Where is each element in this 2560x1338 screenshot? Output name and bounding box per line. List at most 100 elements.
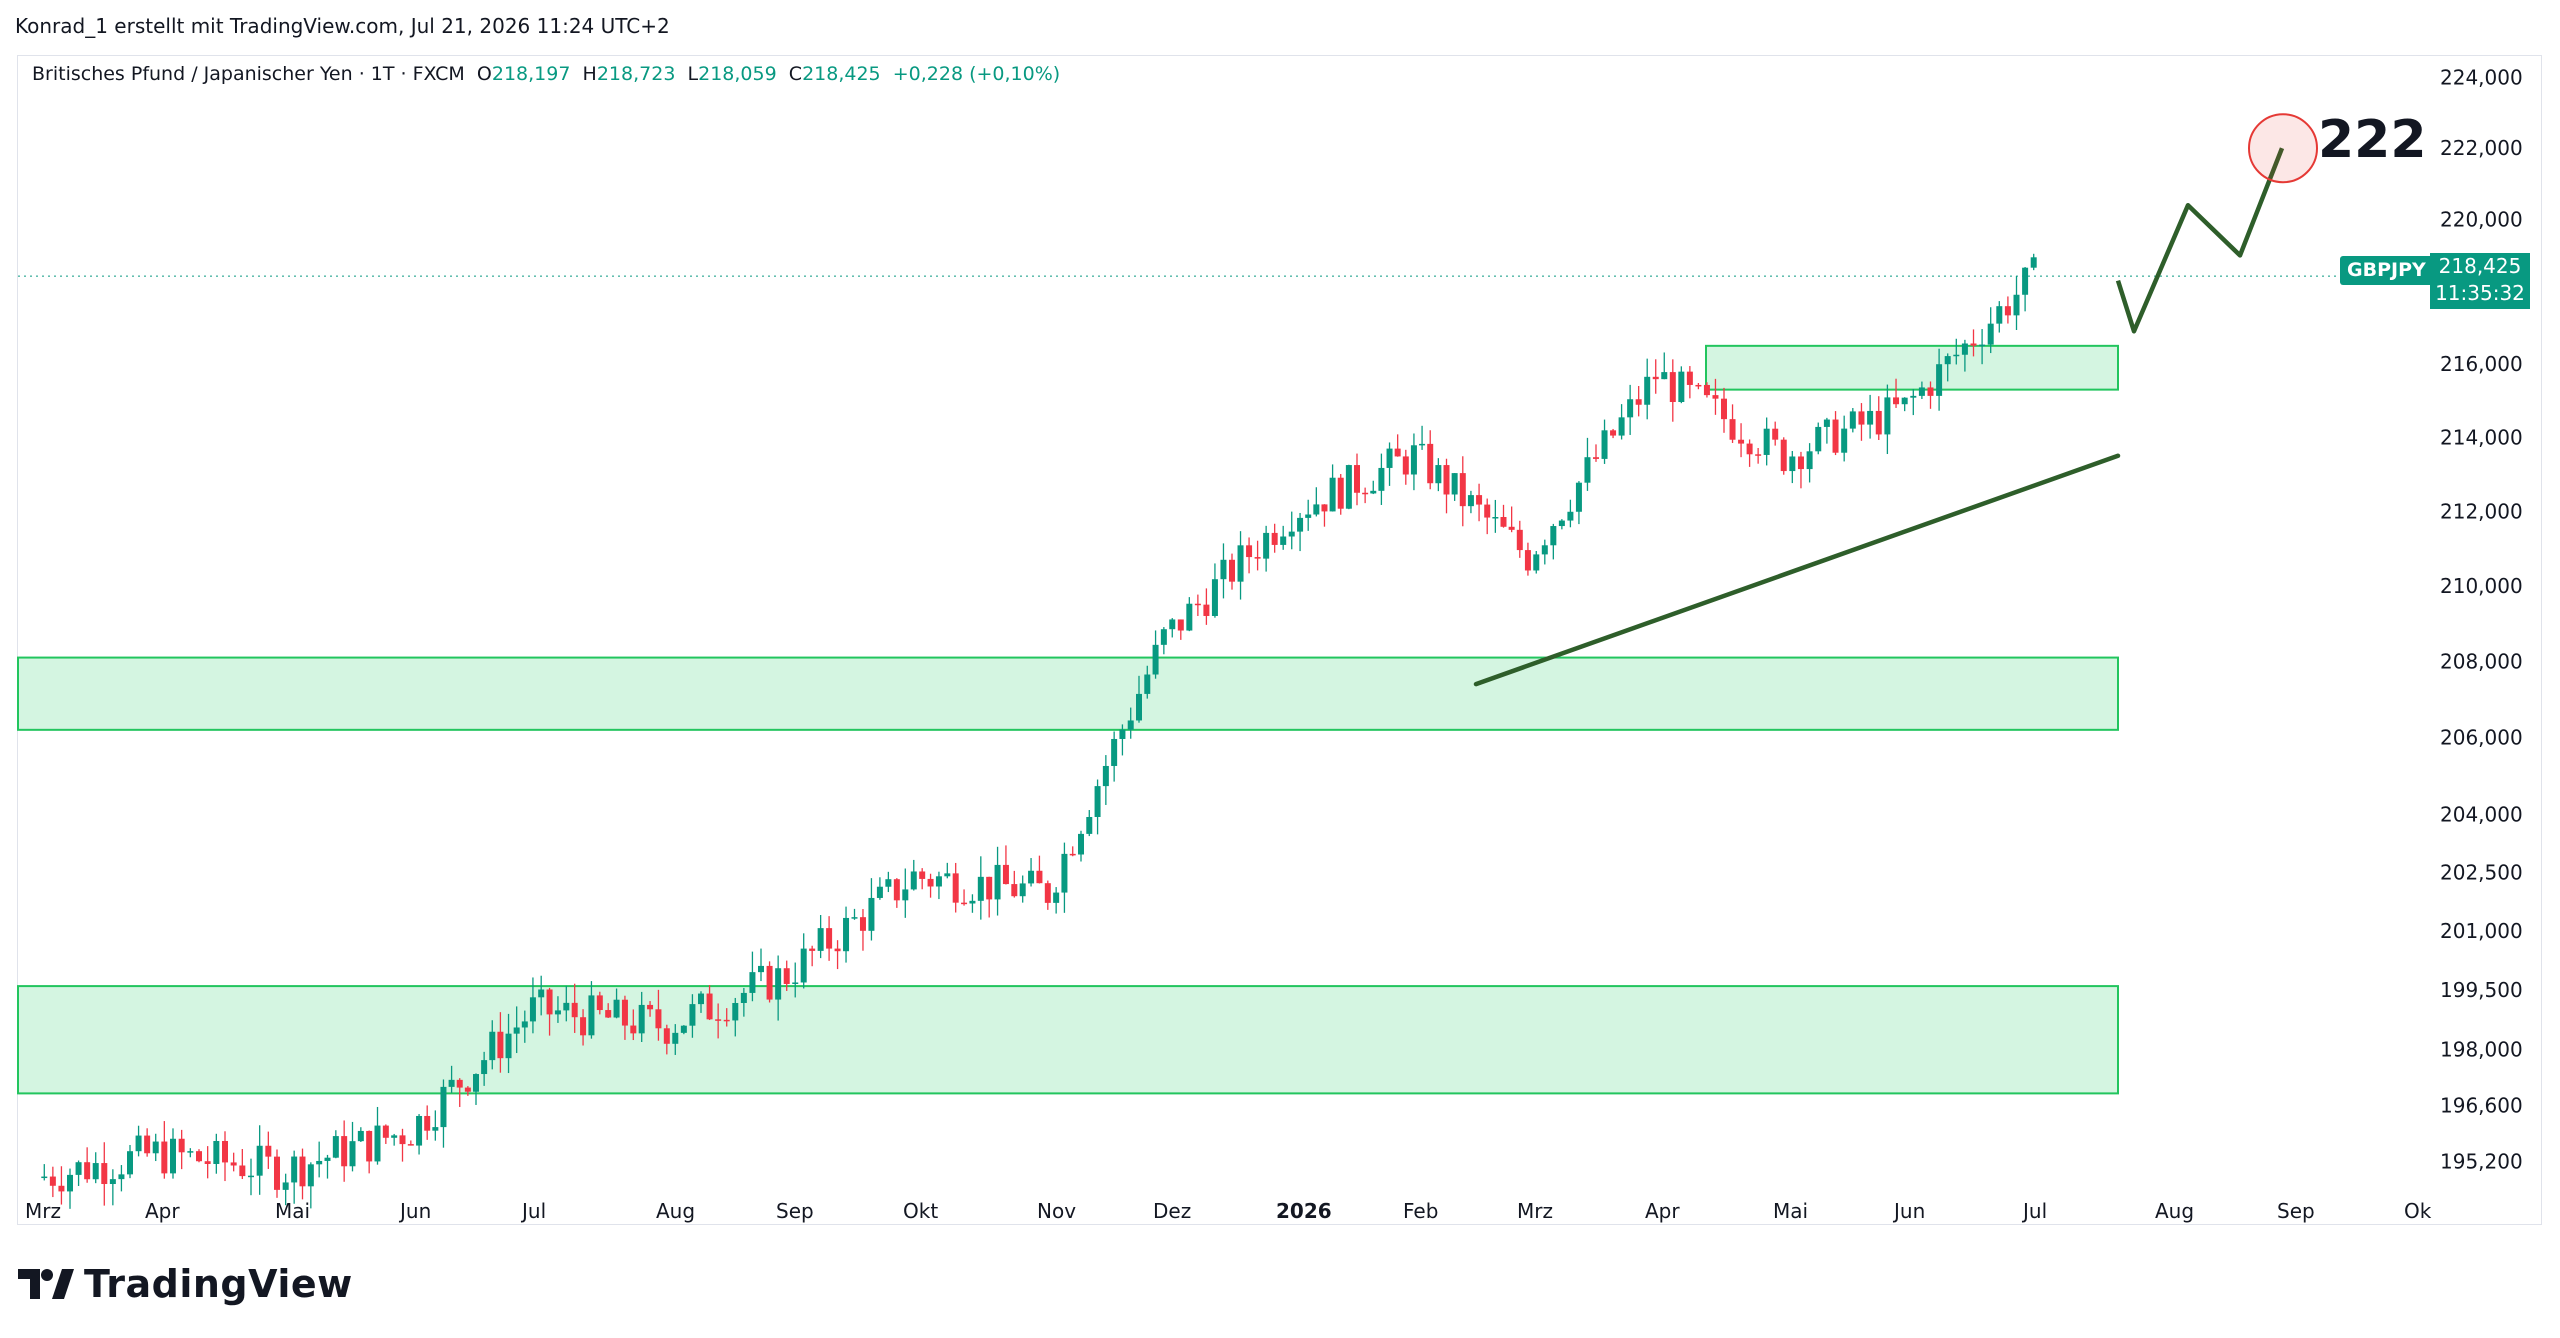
candle [1524, 542, 1531, 576]
candle [1516, 520, 1523, 558]
annotations-layer [1473, 113, 2318, 687]
candle [800, 933, 807, 989]
candle [1541, 539, 1548, 565]
candle [521, 1010, 528, 1043]
candle [1712, 378, 1719, 415]
candle [101, 1142, 108, 1206]
candle [1669, 359, 1676, 422]
candle [706, 985, 713, 1021]
candle [1729, 404, 1736, 443]
candle [204, 1146, 211, 1179]
candle [357, 1127, 364, 1142]
open-value: 218,197 [491, 63, 571, 85]
open-label: O [476, 63, 492, 85]
projection-path [2115, 147, 2285, 334]
candle [2013, 276, 2020, 330]
candle [715, 1003, 722, 1039]
candle [49, 1166, 56, 1198]
candle [1102, 755, 1109, 805]
candle [1136, 675, 1142, 723]
candle [1028, 858, 1035, 887]
x-tick-label: Mrz [1517, 1199, 1553, 1223]
candle [826, 916, 833, 961]
candle [935, 871, 942, 900]
candle [1288, 511, 1295, 550]
candle [1186, 597, 1193, 632]
candle [1127, 707, 1134, 739]
candle [655, 989, 662, 1041]
x-tick-label: Jun [1892, 1199, 1925, 1223]
x-tick-label: Mai [1773, 1199, 1808, 1223]
candle [1867, 394, 1874, 439]
candle [910, 859, 917, 891]
candle [382, 1124, 389, 1144]
tradingview-logo-icon [18, 1269, 74, 1299]
candle [230, 1152, 237, 1172]
x-tick-label: Apr [145, 1199, 180, 1223]
change-value: +0,228 (+0,10%) [892, 63, 1061, 85]
candle [1970, 329, 1977, 357]
zones-layer [17, 344, 2119, 1095]
candle [1254, 540, 1261, 571]
y-tick-label: 224,000 [2440, 66, 2523, 90]
candle [1263, 525, 1270, 572]
candle [1194, 594, 1201, 617]
candle [1378, 453, 1385, 505]
candle [1558, 519, 1565, 530]
candle [170, 1128, 176, 1179]
candle [546, 987, 553, 1036]
candle [1797, 451, 1804, 489]
candle [489, 1020, 496, 1070]
candle [2030, 253, 2037, 271]
candle [1721, 387, 1727, 433]
candle [817, 915, 824, 959]
candle [1772, 421, 1779, 446]
candle [161, 1121, 168, 1179]
y-tick-label: 206,000 [2440, 725, 2523, 749]
candle [1763, 417, 1770, 466]
candle [1305, 499, 1312, 531]
candle [282, 1173, 289, 1206]
x-tick-label: Mai [275, 1199, 310, 1223]
candle [1086, 810, 1093, 837]
candle [919, 868, 926, 890]
candle [554, 996, 561, 1023]
candle [588, 981, 595, 1039]
candle [152, 1133, 159, 1162]
candle [1313, 487, 1320, 517]
candle [324, 1154, 331, 1179]
candle [843, 906, 850, 963]
candle [1061, 842, 1068, 913]
candle [1944, 353, 1951, 382]
candle [1884, 384, 1891, 455]
zone-box [17, 656, 2119, 731]
candle [1618, 404, 1625, 440]
candle [440, 1079, 447, 1148]
candle [1901, 397, 1908, 412]
zone-box [17, 985, 2119, 1095]
candle [969, 894, 976, 913]
candle [2004, 296, 2011, 324]
candle [1467, 490, 1474, 514]
y-tick-label: 212,000 [2440, 499, 2523, 523]
brand-logo[interactable]: TradingView [18, 1262, 353, 1306]
candle [407, 1140, 414, 1146]
candle [1354, 453, 1360, 506]
candle [1160, 627, 1167, 655]
candle [1601, 419, 1608, 464]
candle [1987, 307, 1994, 354]
candle [1695, 383, 1702, 390]
candle [67, 1168, 73, 1209]
candle [1567, 499, 1574, 528]
candle [698, 991, 704, 1013]
candle [1053, 887, 1060, 914]
candle [1345, 464, 1352, 510]
candle [876, 877, 883, 900]
candle [1337, 474, 1344, 515]
x-tick-label: Ok [2404, 1199, 2432, 1223]
candle [374, 1106, 381, 1165]
x-tick-label: Jul [520, 1199, 546, 1223]
candle [1220, 543, 1227, 599]
candle [1815, 422, 1822, 455]
